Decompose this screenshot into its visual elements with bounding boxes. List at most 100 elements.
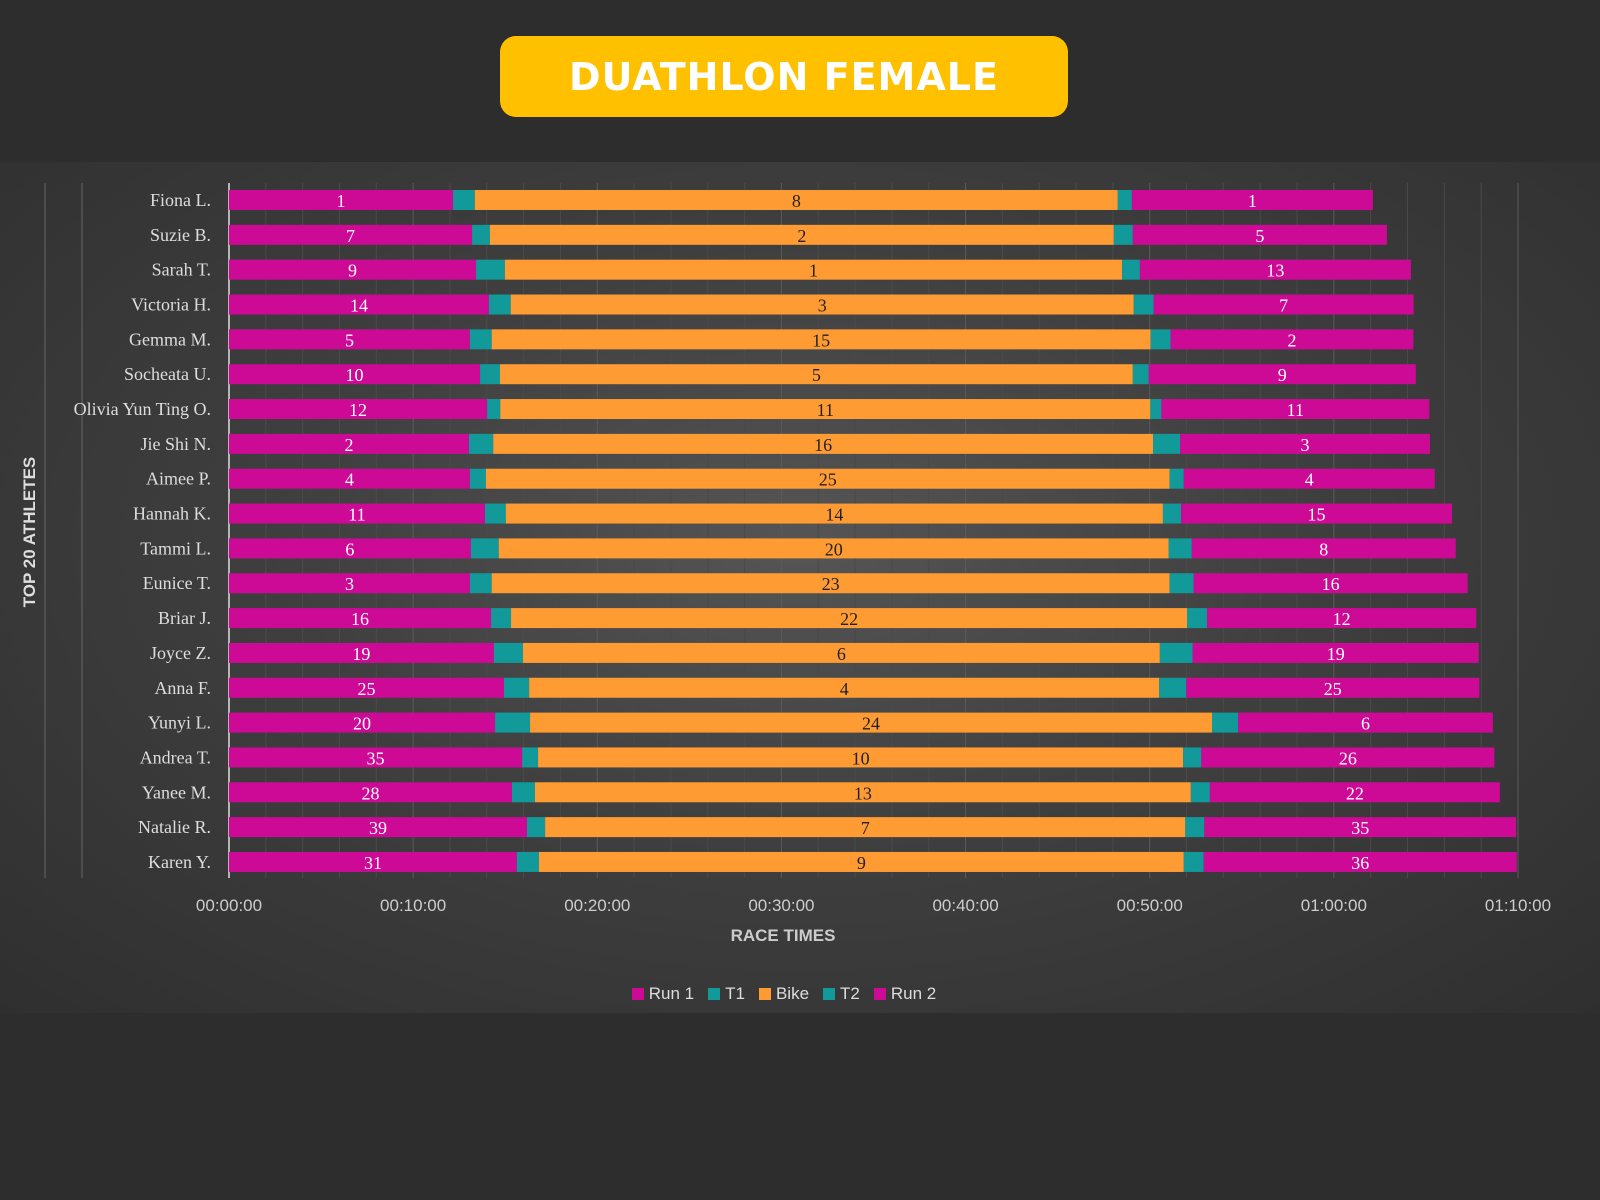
rank-data-label: 8 <box>1319 539 1328 559</box>
bar-segment-run-1 <box>229 573 470 594</box>
rank-data-label: 9 <box>348 261 357 281</box>
rank-data-label: 20 <box>353 714 371 734</box>
rank-data-label: 14 <box>825 505 843 525</box>
bar-segment-run-1 <box>229 468 470 489</box>
legend-swatch <box>873 988 886 1000</box>
bar-segment-t2 <box>1168 538 1192 559</box>
bar-segment-t2 <box>1183 851 1204 872</box>
rank-data-label: 1 <box>809 261 818 281</box>
bar-segment-t1 <box>472 224 490 245</box>
rank-data-label: 31 <box>364 853 382 873</box>
rank-data-label: 19 <box>352 644 370 664</box>
bar-segment-run-1 <box>229 259 477 280</box>
x-tick-label: 00:20:00 <box>564 896 630 915</box>
rank-data-label: 16 <box>814 435 832 455</box>
rank-data-label: 28 <box>361 783 379 803</box>
rank-data-label: 22 <box>840 609 858 629</box>
bar-segment-run-2 <box>1191 538 1456 559</box>
legend-swatch <box>823 988 836 1000</box>
rank-data-label: 7 <box>346 226 355 246</box>
bar-segment-run-1 <box>229 642 494 663</box>
bar-segment-t1 <box>493 642 524 663</box>
bar-segment-run-1 <box>229 851 517 872</box>
bar-segment-t2 <box>1133 294 1154 315</box>
bar-segment-t1 <box>453 190 475 210</box>
rank-data-label: 35 <box>1351 818 1369 838</box>
bar-segment-t1 <box>516 851 539 872</box>
rank-data-label: 16 <box>351 609 369 629</box>
bar-segment-t1 <box>487 399 501 420</box>
rank-data-label: 3 <box>345 574 354 594</box>
legend-item: Bike <box>758 984 809 1004</box>
legend-label: T1 <box>725 984 745 1003</box>
rank-data-label: 10 <box>346 365 364 385</box>
rank-data-label: 25 <box>357 679 375 699</box>
bar-segment-run-2 <box>1193 573 1468 594</box>
athlete-name-label: Jie Shi N. <box>140 434 211 454</box>
legend-item: T1 <box>708 984 745 1004</box>
bar-segment-t2 <box>1113 224 1133 245</box>
bar-segment-bike <box>489 224 1114 245</box>
x-tick-label: 00:50:00 <box>1117 896 1183 915</box>
bar-segment-t2 <box>1122 259 1140 280</box>
x-tick-label: 00:00:00 <box>196 896 262 915</box>
bar-segment-bike <box>504 259 1123 280</box>
athlete-name-label: Yanee M. <box>142 782 211 802</box>
rank-data-label: 5 <box>1255 226 1264 246</box>
bar-segment-run-1 <box>229 364 481 385</box>
bar-segment-run-1 <box>229 399 488 420</box>
bar-segment-run-1 <box>229 712 496 733</box>
legend-label: Run 2 <box>890 984 937 1003</box>
bar-segment-run-1 <box>229 817 528 838</box>
bar-segment-bike <box>491 573 1170 594</box>
bar-segment-run-2 <box>1181 503 1453 524</box>
rank-data-label: 6 <box>837 644 846 664</box>
rank-data-label: 22 <box>1346 783 1364 803</box>
bar-segment-run-2 <box>1183 468 1435 489</box>
rank-data-label: 4 <box>1305 470 1314 490</box>
athlete-name-label: Eunice T. <box>143 573 211 593</box>
rank-data-label: 11 <box>1287 400 1304 420</box>
bar-segment-run-1 <box>229 329 470 350</box>
bar-segment-t2 <box>1117 190 1132 210</box>
x-tick-label: 00:30:00 <box>748 896 814 915</box>
bar-segment-run-1 <box>229 433 469 454</box>
rank-data-label: 11 <box>817 400 834 420</box>
rank-data-label: 25 <box>1324 679 1342 699</box>
bar-segment-t1 <box>511 782 535 803</box>
rank-data-label: 5 <box>812 365 821 385</box>
bar-segment-run-2 <box>1186 677 1480 698</box>
bar-segment-t1 <box>484 503 506 524</box>
bar-segment-run-2 <box>1207 608 1477 629</box>
bar-segment-t1 <box>495 712 531 733</box>
rank-data-label: 26 <box>1339 748 1357 768</box>
bar-segment-run-1 <box>229 294 489 315</box>
bar-segment-run-1 <box>229 538 471 559</box>
bar-segment-run-2 <box>1209 782 1500 803</box>
rank-data-label: 2 <box>344 435 353 455</box>
athlete-name-label: Hannah K. <box>133 504 211 524</box>
legend-label: T2 <box>840 984 860 1003</box>
bar-segment-run-1 <box>229 190 454 210</box>
bar-segment-bike <box>523 642 1160 663</box>
bar-segment-run-2 <box>1192 642 1479 663</box>
bar-segment-run-2 <box>1139 259 1411 280</box>
bar-segment-run-1 <box>229 677 504 698</box>
bar-segment-bike <box>498 538 1169 559</box>
bar-segment-t2 <box>1190 782 1210 803</box>
bar-segment-t2 <box>1159 642 1193 663</box>
bar-segment-bike <box>534 782 1191 803</box>
rank-data-label: 25 <box>819 470 837 490</box>
x-axis-label: RACE TIMES <box>730 926 836 945</box>
rank-data-label: 20 <box>825 539 843 559</box>
bar-segment-run-2 <box>1132 224 1387 245</box>
rank-data-label: 7 <box>1279 296 1288 316</box>
athlete-name-label: Victoria H. <box>131 295 211 315</box>
athlete-name-label: Suzie B. <box>150 225 211 245</box>
bar-segment-run-1 <box>229 747 523 768</box>
athlete-name-label: Sarah T. <box>152 260 211 280</box>
rank-data-label: 7 <box>861 818 870 838</box>
rank-data-label: 35 <box>367 748 385 768</box>
rank-data-label: 12 <box>349 400 367 420</box>
